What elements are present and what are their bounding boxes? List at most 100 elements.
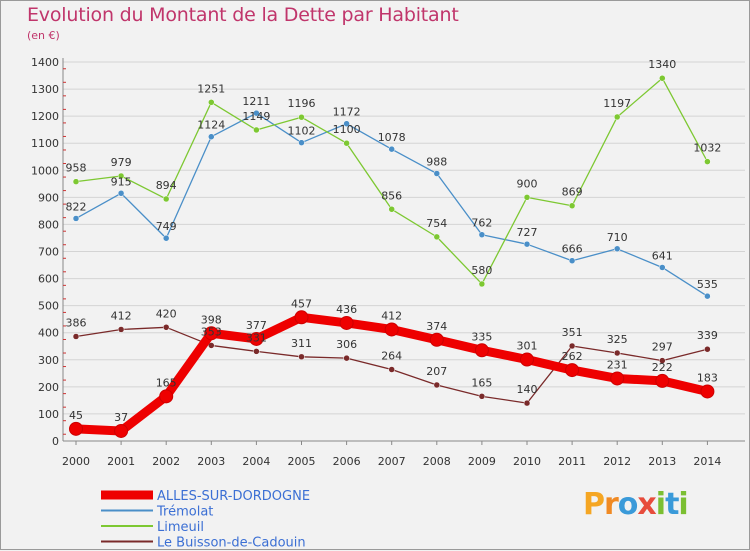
data-label: 900 — [517, 177, 538, 190]
data-label: 398 — [201, 313, 222, 326]
x-tick-label: 2000 — [62, 455, 90, 468]
legend-label: Trémolat — [156, 505, 213, 520]
data-label: 979 — [111, 156, 132, 169]
data-label: 420 — [156, 307, 177, 320]
data-point — [433, 170, 441, 177]
data-label: 165 — [471, 376, 492, 389]
data-label: 1124 — [197, 119, 225, 132]
data-label: 754 — [426, 217, 447, 230]
data-point — [343, 139, 350, 147]
data-point — [384, 322, 399, 337]
data-label: 377 — [246, 319, 267, 332]
x-tick-label: 2005 — [288, 455, 316, 468]
data-point — [298, 139, 305, 146]
y-tick-label: 800 — [38, 218, 59, 231]
data-label: 45 — [69, 409, 83, 422]
data-point — [613, 245, 621, 253]
data-point — [659, 264, 666, 271]
data-point — [568, 202, 576, 209]
data-point — [610, 371, 625, 386]
data-label: 762 — [471, 217, 492, 230]
x-tick-label: 2003 — [197, 455, 225, 468]
data-point — [208, 133, 215, 140]
y-tick-label: 600 — [38, 273, 59, 286]
y-tick-label: 100 — [38, 408, 59, 421]
data-point — [704, 292, 711, 300]
data-point — [253, 348, 260, 355]
y-tick-label: 500 — [38, 300, 59, 313]
data-point — [613, 113, 621, 121]
data-label: 641 — [652, 249, 673, 262]
data-label: 386 — [66, 317, 87, 330]
data-label: 436 — [336, 303, 357, 316]
data-point — [339, 315, 354, 330]
x-tick-label: 2011 — [558, 455, 586, 468]
logo-letter: x — [637, 487, 656, 522]
y-tick-label: 1000 — [31, 164, 59, 177]
data-label: 1197 — [603, 97, 631, 110]
y-tick-label: 300 — [38, 354, 59, 367]
data-label: 353 — [201, 325, 222, 338]
x-tick-label: 2004 — [242, 455, 270, 468]
logo-letter: r — [604, 487, 619, 522]
data-label: 339 — [697, 329, 718, 342]
proxiti-logo: Proxiti — [583, 487, 689, 522]
data-label: 351 — [562, 326, 583, 339]
data-label: 457 — [291, 297, 312, 310]
chart-title: Evolution du Montant de la Dette par Hab… — [27, 4, 459, 26]
x-tick-label: 2002 — [152, 455, 180, 468]
data-point — [523, 399, 531, 407]
data-point — [204, 326, 219, 341]
data-label: 915 — [111, 175, 132, 188]
data-point — [294, 310, 309, 325]
data-point — [523, 194, 531, 201]
data-label: 335 — [471, 330, 492, 343]
legend-label: Limeuil — [157, 520, 204, 535]
data-point — [704, 158, 711, 165]
data-label: 749 — [156, 220, 177, 233]
data-point — [478, 231, 486, 238]
y-tick-label: 900 — [38, 191, 59, 204]
data-point — [117, 190, 125, 197]
data-point — [72, 215, 80, 222]
data-point — [613, 349, 621, 357]
data-point — [114, 423, 129, 438]
data-point — [388, 206, 395, 213]
data-label: 374 — [426, 320, 447, 333]
y-tick-label: 200 — [38, 381, 59, 394]
x-tick-label: 2007 — [378, 455, 406, 468]
data-label: 822 — [66, 200, 87, 213]
data-label: 412 — [381, 309, 402, 322]
data-point — [568, 257, 576, 264]
data-point — [565, 363, 580, 378]
data-point — [208, 342, 215, 349]
data-point — [429, 332, 444, 347]
data-point — [253, 109, 260, 117]
data-point — [72, 333, 80, 340]
x-tick-label: 2009 — [468, 455, 496, 468]
data-point — [700, 384, 715, 399]
x-tick-label: 2013 — [648, 455, 676, 468]
data-label: 331 — [246, 331, 267, 344]
data-label: 1211 — [242, 95, 270, 108]
x-tick-label: 2010 — [513, 455, 541, 468]
data-label: 165 — [156, 376, 177, 389]
data-point — [343, 120, 350, 127]
data-label: 535 — [697, 278, 718, 291]
data-point — [72, 178, 80, 185]
data-point — [69, 421, 83, 436]
data-point — [659, 357, 666, 364]
logo-letter: t — [665, 487, 679, 522]
data-point — [659, 74, 666, 82]
data-point — [520, 352, 534, 367]
x-tick-label: 2001 — [107, 455, 135, 468]
data-point — [162, 195, 170, 203]
data-label: 207 — [426, 365, 447, 378]
data-point — [117, 326, 125, 333]
data-label: 1102 — [288, 125, 316, 138]
legend-label: Le Buisson-de-Cadouin — [157, 536, 306, 551]
data-point — [253, 126, 260, 134]
data-point — [208, 99, 215, 106]
data-label: 727 — [517, 226, 538, 239]
